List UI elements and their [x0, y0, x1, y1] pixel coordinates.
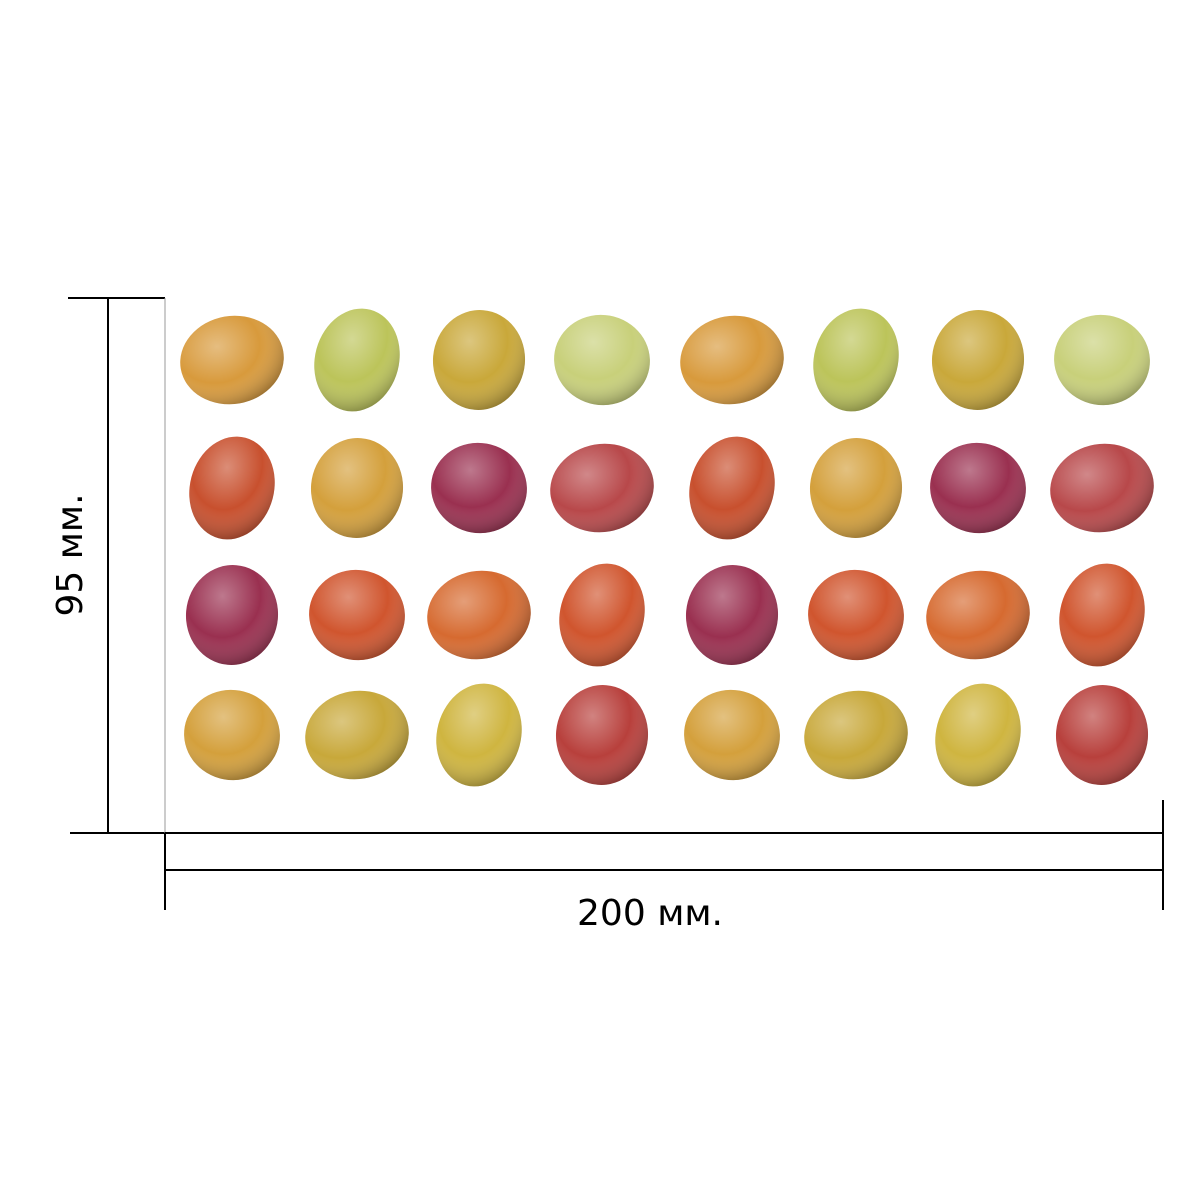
- stone-shading: [1055, 685, 1149, 785]
- stone-shading: [935, 683, 1021, 787]
- stone-shading: [559, 563, 645, 667]
- stone-shading: [427, 570, 531, 660]
- stone-shading: [314, 308, 400, 412]
- stone-shading: [184, 689, 280, 781]
- stone-shading: [813, 308, 899, 412]
- width-label: 200 мм.: [577, 893, 723, 934]
- stone-shading: [180, 315, 284, 405]
- stone-shading: [926, 570, 1030, 660]
- stone-shading: [309, 569, 405, 661]
- stone-shading: [689, 436, 775, 540]
- stone-shading: [1059, 563, 1145, 667]
- stone-shading: [1050, 443, 1154, 533]
- stone-shading: [555, 685, 649, 785]
- stone-shading: [680, 315, 784, 405]
- stone-grid: [180, 308, 1154, 787]
- stone-shading: [1054, 314, 1150, 406]
- stone-shading: [189, 436, 275, 540]
- stone-shading: [185, 565, 279, 665]
- stone-shading: [931, 310, 1025, 410]
- stone-shading: [930, 442, 1026, 534]
- stone-shading: [432, 310, 526, 410]
- stone-shading: [431, 442, 527, 534]
- stone-shading: [550, 443, 654, 533]
- height-label: 95 мм.: [50, 493, 91, 616]
- stone-shading: [809, 438, 903, 538]
- stone-shading: [554, 314, 650, 406]
- stone-shading: [808, 569, 904, 661]
- stone-shading: [310, 438, 404, 538]
- stone-shading: [684, 689, 780, 781]
- stone-shading: [436, 683, 522, 787]
- stone-shading: [305, 690, 409, 780]
- stone-shading: [685, 565, 779, 665]
- stone-shading: [804, 690, 908, 780]
